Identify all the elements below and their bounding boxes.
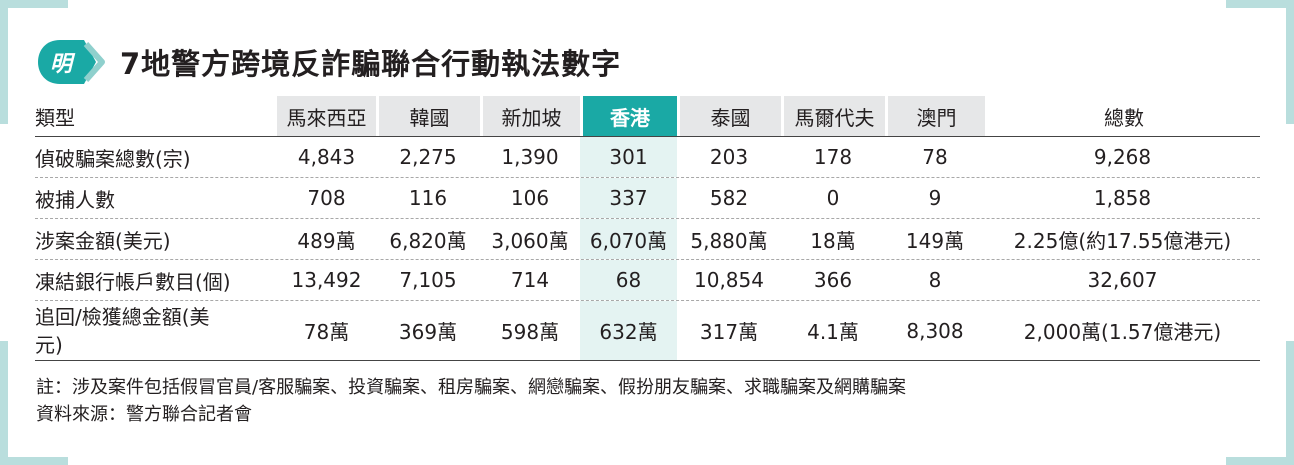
table-row: 追回/檢獲總金額(美元) 78萬 369萬 598萬 632萬 317萬 4.1… (35, 301, 1260, 361)
header-cell-maldives: 馬爾代夫 (781, 96, 885, 136)
header-cell-macau: 澳門 (885, 96, 985, 136)
footer-note: 註：涉及案件包括假冒官員/客服騙案、投資騙案、租房騙案、網戀騙案、假扮朋友騙案、… (36, 377, 907, 398)
row-label: 偵破騙案總數(宗) (35, 146, 191, 171)
header-cell-type: 類型 (35, 105, 75, 130)
header-cell-thailand: 泰國 (677, 96, 781, 136)
table-cell: 714 (510, 268, 550, 292)
header-cell-hongkong: 香港 (580, 96, 677, 136)
table-cell: 4,843 (297, 145, 356, 169)
table-cell: 8,308 (906, 318, 964, 343)
table-cell: 5,880萬 (690, 228, 768, 253)
table-cell: 708 (307, 186, 346, 210)
frame-corner (0, 457, 68, 465)
table-cell: 78萬 (303, 320, 350, 344)
table-row: 被捕人數 708 116 106 337 582 0 9 1,858 (35, 178, 1260, 219)
table-cell: 366 (813, 268, 853, 292)
frame-corner (1286, 341, 1294, 465)
header-cell-malaysia: 馬來西亞 (277, 96, 376, 136)
footer: 註：涉及案件包括假冒官員/客服騙案、投資騙案、租房騙案、網戀騙案、假扮朋友騙案、… (36, 374, 906, 428)
table-cell-hongkong: 632萬 (580, 301, 677, 360)
table-cell: 9 (928, 186, 942, 210)
row-label: 追回/檢獲總金額(美元) (35, 304, 210, 357)
header-cell-total: 總數 (985, 96, 1260, 136)
header-cell-singapore: 新加坡 (480, 96, 580, 136)
frame-corner (1226, 0, 1294, 8)
table-cell: 18萬 (810, 228, 856, 253)
data-table: 類型 馬來西亞 韓國 新加坡 香港 泰國 馬爾代夫 澳門 總數 偵破騙案總數(宗… (35, 96, 1260, 361)
row-label: 涉案金額(美元) (35, 228, 171, 253)
table-cell: 0 (826, 186, 840, 210)
table-cell: 8 (928, 268, 942, 292)
table-cell: 489萬 (297, 228, 356, 253)
table-cell: 4.1萬 (807, 320, 859, 344)
frame-corner (0, 0, 68, 8)
logo-badge-icon (38, 40, 105, 84)
table-cell: 582 (709, 186, 749, 210)
table-cell-hongkong: 6,070萬 (580, 219, 677, 259)
table-cell: 317萬 (699, 320, 759, 344)
table-cell: 178 (813, 145, 853, 169)
table-cell: 3,060萬 (491, 228, 569, 253)
table-cell: 598萬 (500, 320, 560, 344)
table-cell: 2,275 (399, 145, 457, 169)
table-cell: 6,820萬 (389, 228, 467, 253)
table-row: 涉案金額(美元) 489萬 6,820萬 3,060萬 6,070萬 5,880… (35, 219, 1260, 260)
table-cell: 7,105 (399, 268, 457, 292)
table-cell: 13,492 (291, 268, 362, 292)
ming-pao-logo: 明 (36, 38, 112, 86)
frame-corner (0, 341, 8, 465)
table-cell: 106 (510, 186, 550, 210)
frame-corner (0, 0, 8, 124)
table-cell-total: 9,268 (1093, 145, 1152, 169)
table-cell: 149萬 (905, 228, 965, 253)
logo-text: 明 (49, 52, 72, 77)
table-cell: 10,854 (694, 268, 764, 292)
header-cell-korea: 韓國 (376, 96, 480, 136)
table-cell-total: 2,000萬(1.57億港元) (1023, 320, 1222, 344)
table-cell-total: 32,607 (1087, 268, 1158, 292)
table-cell: 369萬 (398, 320, 458, 344)
table-header-row: 類型 馬來西亞 韓國 新加坡 香港 泰國 馬爾代夫 澳門 總數 (35, 96, 1260, 137)
footer-source: 資料來源：警方聯合記者會 (36, 404, 252, 425)
table-cell-total: 2.25億(約17.55億港元) (1013, 228, 1232, 253)
frame-corner (1226, 457, 1294, 465)
table-cell: 78 (922, 145, 948, 169)
table-cell: 203 (709, 145, 749, 169)
table-row: 偵破騙案總數(宗) 4,843 2,275 1,390 301 203 178 … (35, 137, 1260, 178)
row-label: 被捕人數 (35, 187, 115, 212)
table-cell-hongkong: 68 (580, 260, 677, 300)
table-cell: 1,390 (501, 145, 559, 169)
table-cell: 116 (408, 186, 448, 210)
table-cell-total: 1,858 (1093, 186, 1152, 210)
row-label: 凍結銀行帳戶數目(個) (35, 269, 231, 294)
table-cell-hongkong: 301 (580, 137, 677, 177)
table-row: 凍結銀行帳戶數目(個) 13,492 7,105 714 68 10,854 3… (35, 260, 1260, 301)
table-cell-hongkong: 337 (580, 178, 677, 218)
frame-corner (1286, 0, 1294, 124)
header: 明 7地警方跨境反詐騙聯合行動執法數字 (36, 38, 621, 86)
page-title: 7地警方跨境反詐騙聯合行動執法數字 (120, 47, 622, 81)
